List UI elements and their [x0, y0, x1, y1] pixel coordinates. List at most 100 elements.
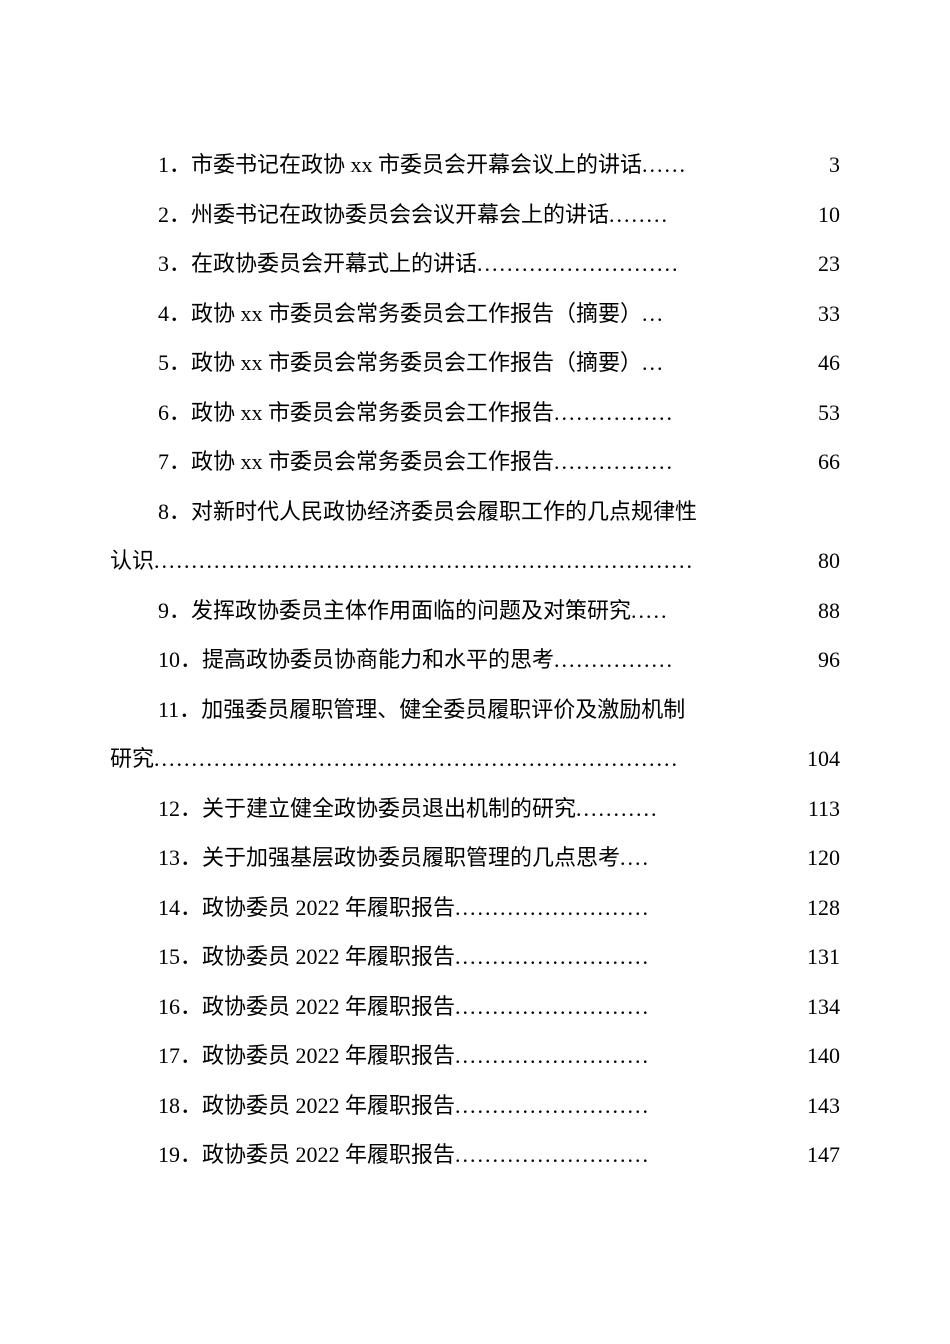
toc-entry-number: 14．	[158, 883, 202, 933]
toc-entry-leader: ................	[554, 635, 818, 685]
toc-entry-leader: ......	[642, 140, 829, 190]
toc-entry: 6．政协 xx 市委员会常务委员会工作报告................53	[110, 388, 840, 438]
toc-entry: 研究......................................…	[110, 734, 840, 784]
toc-entry-number: 13．	[158, 833, 202, 883]
toc-entry-title: 政协委员 2022 年履职报告	[202, 982, 455, 1032]
toc-entry-title: 加强委员履职管理、健全委员履职评价及激励机制	[201, 685, 685, 735]
toc-entry: 13．关于加强基层政协委员履职管理的几点思考....120	[110, 833, 840, 883]
toc-entry-leader: .....	[631, 586, 818, 636]
toc-entry-number: 4．	[158, 289, 191, 339]
toc-entry-number: 18．	[158, 1081, 202, 1131]
toc-entry: 17．政协委员 2022 年履职报告......................…	[110, 1031, 840, 1081]
toc-entry-title: 提高政协委员协商能力和水平的思考	[202, 635, 554, 685]
toc-entry-page: 66	[818, 437, 840, 487]
toc-entry-number: 1．	[158, 140, 191, 190]
toc-entry-number: 7．	[158, 437, 191, 487]
toc-entry-number: 15．	[158, 932, 202, 982]
toc-entry-page: 3	[829, 140, 840, 190]
toc-entry-page: 88	[818, 586, 840, 636]
toc-entry-page: 128	[807, 883, 840, 933]
toc-entry-number: 17．	[158, 1031, 202, 1081]
toc-entry-number: 11．	[158, 685, 201, 735]
toc-entry: 7．政协 xx 市委员会常务委员会工作报告................66	[110, 437, 840, 487]
toc-entry-page: 46	[818, 338, 840, 388]
toc-entry-page: 140	[807, 1031, 840, 1081]
toc-entry: 11．加强委员履职管理、健全委员履职评价及激励机制	[110, 685, 840, 735]
toc-entry: 12．关于建立健全政协委员退出机制的研究...........113	[110, 784, 840, 834]
toc-entry-leader: ..........................	[455, 883, 807, 933]
toc-entry-title: 政协 xx 市委员会常务委员会工作报告（摘要）	[191, 338, 642, 388]
toc-entry-title: 在政协委员会开幕式上的讲话	[191, 239, 477, 289]
toc-entry: 16．政协委员 2022 年履职报告......................…	[110, 982, 840, 1032]
toc-entry-leader: ........	[609, 190, 818, 240]
toc-entry-page: 53	[818, 388, 840, 438]
toc-entry-title: 关于加强基层政协委员履职管理的几点思考	[202, 833, 620, 883]
toc-entry-number: 12．	[158, 784, 202, 834]
toc-entry: 2．州委书记在政协委员会会议开幕会上的讲话........10	[110, 190, 840, 240]
toc-entry-number: 2．	[158, 190, 191, 240]
toc-entry-page: 80	[818, 536, 840, 586]
toc-entry-leader: ..........................	[455, 1130, 807, 1180]
toc-entry-leader: ....	[620, 833, 807, 883]
toc-entry-number: 16．	[158, 982, 202, 1032]
toc-entry-number: 6．	[158, 388, 191, 438]
toc-entry-leader: ................	[554, 437, 818, 487]
toc-entry-page: 96	[818, 635, 840, 685]
toc-entry: 1．市委书记在政协 xx 市委员会开幕会议上的讲话......3	[110, 140, 840, 190]
toc-entry-leader: ...........	[576, 784, 808, 834]
toc-entry-leader: ..........................	[455, 982, 807, 1032]
toc-entry-page: 10	[818, 190, 840, 240]
toc-entry-leader: ...	[642, 289, 818, 339]
toc-entry-title: 政协委员 2022 年履职报告	[202, 1081, 455, 1131]
toc-entry-leader: ..........................	[455, 932, 807, 982]
toc-entry-number: 5．	[158, 338, 191, 388]
toc-entry-number: 8．	[158, 487, 191, 537]
toc-entry-title: 发挥政协委员主体作用面临的问题及对策研究	[191, 586, 631, 636]
toc-entry: 认识......................................…	[110, 536, 840, 586]
toc-entry-page: 134	[807, 982, 840, 1032]
toc-entry-leader: ................	[554, 388, 818, 438]
toc-entry-page: 147	[807, 1130, 840, 1180]
toc-entry: 19．政协委员 2022 年履职报告......................…	[110, 1130, 840, 1180]
toc-entry: 5．政协 xx 市委员会常务委员会工作报告（摘要）...46	[110, 338, 840, 388]
toc-entry-title: 政协委员 2022 年履职报告	[202, 1130, 455, 1180]
toc-entry-page: 143	[807, 1081, 840, 1131]
toc-entry: 10．提高政协委员协商能力和水平的思考................96	[110, 635, 840, 685]
toc-entry-title: 认识	[110, 536, 154, 586]
toc-entry-title: 政协 xx 市委员会常务委员会工作报告	[191, 388, 554, 438]
toc-entry-leader: ..........................	[455, 1031, 807, 1081]
toc-entry-title: 市委书记在政协 xx 市委员会开幕会议上的讲话	[191, 140, 642, 190]
toc-entry-page: 131	[807, 932, 840, 982]
toc-entry-number: 19．	[158, 1130, 202, 1180]
toc-entry-page: 120	[807, 833, 840, 883]
toc-entry-title: 政协 xx 市委员会常务委员会工作报告（摘要）	[191, 289, 642, 339]
toc-entry-leader: ........................................…	[154, 734, 807, 784]
toc-entry-leader: ...........................	[477, 239, 818, 289]
toc-entry: 14．政协委员 2022 年履职报告......................…	[110, 883, 840, 933]
toc-entry: 18．政协委员 2022 年履职报告......................…	[110, 1081, 840, 1131]
toc-entry: 15．政协委员 2022 年履职报告......................…	[110, 932, 840, 982]
toc-entry-leader: ...	[642, 338, 818, 388]
toc-entry-leader: ..........................	[455, 1081, 807, 1131]
toc-entry: 9．发挥政协委员主体作用面临的问题及对策研究.....88	[110, 586, 840, 636]
toc-entry-leader: ........................................…	[154, 536, 818, 586]
toc-entry-page: 104	[807, 734, 840, 784]
toc-entry: 3．在政协委员会开幕式上的讲话.........................…	[110, 239, 840, 289]
toc-entry-title: 政协委员 2022 年履职报告	[202, 1031, 455, 1081]
toc-entry-page: 33	[818, 289, 840, 339]
toc-entry: 8．对新时代人民政协经济委员会履职工作的几点规律性	[110, 487, 840, 537]
toc-entry-title: 对新时代人民政协经济委员会履职工作的几点规律性	[191, 487, 697, 537]
toc-entry-title: 政协委员 2022 年履职报告	[202, 932, 455, 982]
toc-entry-number: 9．	[158, 586, 191, 636]
toc-entry-title: 政协 xx 市委员会常务委员会工作报告	[191, 437, 554, 487]
toc-entry: 4．政协 xx 市委员会常务委员会工作报告（摘要）...33	[110, 289, 840, 339]
toc-entry-number: 10．	[158, 635, 202, 685]
table-of-contents: 1．市委书记在政协 xx 市委员会开幕会议上的讲话......32．州委书记在政…	[110, 140, 840, 1180]
toc-entry-page: 113	[808, 784, 840, 834]
toc-entry-title: 政协委员 2022 年履职报告	[202, 883, 455, 933]
toc-entry-title: 研究	[110, 734, 154, 784]
toc-entry-page: 23	[818, 239, 840, 289]
toc-entry-title: 州委书记在政协委员会会议开幕会上的讲话	[191, 190, 609, 240]
toc-entry-title: 关于建立健全政协委员退出机制的研究	[202, 784, 576, 834]
toc-entry-number: 3．	[158, 239, 191, 289]
